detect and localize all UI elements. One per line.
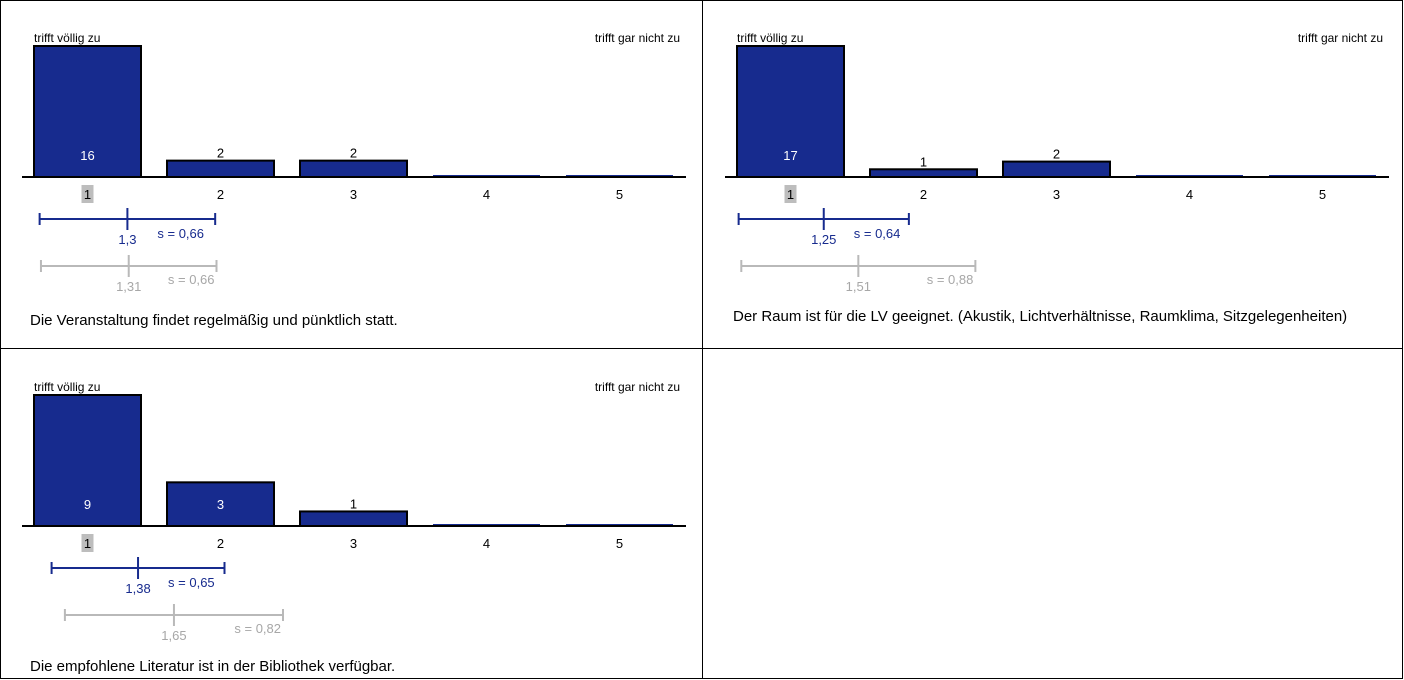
tick-label: 2 — [217, 536, 224, 551]
data-label: 2 — [350, 146, 357, 161]
comparison-sd-label: s = 0,88 — [927, 272, 974, 287]
chart-svg-2: trifft völlig zu trifft gar nicht zu 17 1 2 1… — [725, 31, 1389, 294]
data-label: 3 — [217, 497, 224, 512]
bar — [1002, 160, 1111, 179]
data-label: 17 — [783, 148, 797, 163]
scale-label-left: trifft völlig zu — [34, 31, 100, 45]
sd-label: s = 0,64 — [854, 226, 901, 241]
comparison-mean-label: 1,31 — [116, 279, 141, 294]
mean-label: 1,25 — [811, 232, 836, 247]
data-label: 2 — [1053, 147, 1060, 162]
bar — [33, 45, 142, 178]
data-label: 1 — [920, 154, 927, 169]
tick-label: 3 — [1053, 187, 1060, 202]
highlight-box — [81, 185, 94, 203]
grid-divider-vertical — [702, 0, 703, 679]
question-text: Die Veranstaltung findet regelmäßig und … — [30, 312, 398, 329]
sd-label: s = 0,66 — [157, 226, 204, 241]
scale-label-left: trifft völlig zu — [737, 31, 803, 45]
tick-label: 1 — [787, 187, 794, 202]
chart-panel-1: trifft völlig zu trifft gar nicht zu 16 2 2 1… — [0, 0, 702, 348]
bar — [869, 168, 978, 178]
tick-label: 5 — [1319, 187, 1326, 202]
tick-label: 1 — [84, 187, 91, 202]
comparison-mean-label: 1,65 — [161, 628, 186, 643]
scale-label-right: trifft gar nicht zu — [1298, 31, 1383, 45]
bar — [299, 510, 408, 527]
bar — [33, 394, 142, 527]
bar — [736, 45, 845, 178]
comparison-sd-label: s = 0,66 — [168, 272, 215, 287]
bar — [166, 159, 275, 178]
tick-label: 4 — [1186, 187, 1193, 202]
data-label: 16 — [80, 148, 94, 163]
tick-label: 5 — [616, 536, 623, 551]
comparison-sd-label: s = 0,82 — [234, 621, 281, 636]
bar — [299, 159, 408, 178]
scale-label-right: trifft gar nicht zu — [595, 31, 680, 45]
tick-label: 3 — [350, 536, 357, 551]
mean-label: 1,3 — [118, 232, 136, 247]
grid-divider-horizontal — [0, 348, 1403, 349]
chart-svg-3: trifft völlig zu trifft gar nicht zu 9 3 1 1 2… — [22, 380, 686, 643]
mean-label: 1,38 — [125, 581, 150, 596]
highlight-box — [81, 534, 94, 552]
scale-label-right: trifft gar nicht zu — [595, 380, 680, 394]
data-label: 1 — [350, 496, 357, 511]
scale-label-left: trifft völlig zu — [34, 380, 100, 394]
tick-label: 4 — [483, 187, 490, 202]
chart-svg-1: trifft völlig zu trifft gar nicht zu 16 2 2 1… — [22, 31, 686, 294]
comparison-mean-label: 1,51 — [846, 279, 871, 294]
question-text: Die empfohlene Literatur ist in der Bibl… — [30, 658, 396, 675]
highlight-box — [784, 185, 797, 203]
tick-label: 3 — [350, 187, 357, 202]
chart-panel-3: trifft völlig zu trifft gar nicht zu 9 3 1 1 2… — [0, 349, 702, 679]
data-label: 9 — [84, 497, 91, 512]
empty-cell — [703, 349, 1403, 679]
chart-panel-2: trifft völlig zu trifft gar nicht zu 17 1 2 1… — [703, 0, 1404, 348]
sd-label: s = 0,65 — [168, 575, 215, 590]
tick-label: 5 — [616, 187, 623, 202]
tick-label: 1 — [84, 536, 91, 551]
tick-label: 2 — [217, 187, 224, 202]
data-label: 2 — [217, 146, 224, 161]
tick-label: 2 — [920, 187, 927, 202]
tick-label: 4 — [483, 536, 490, 551]
question-text: Der Raum ist für die LV geeignet. (Akust… — [733, 308, 1348, 325]
